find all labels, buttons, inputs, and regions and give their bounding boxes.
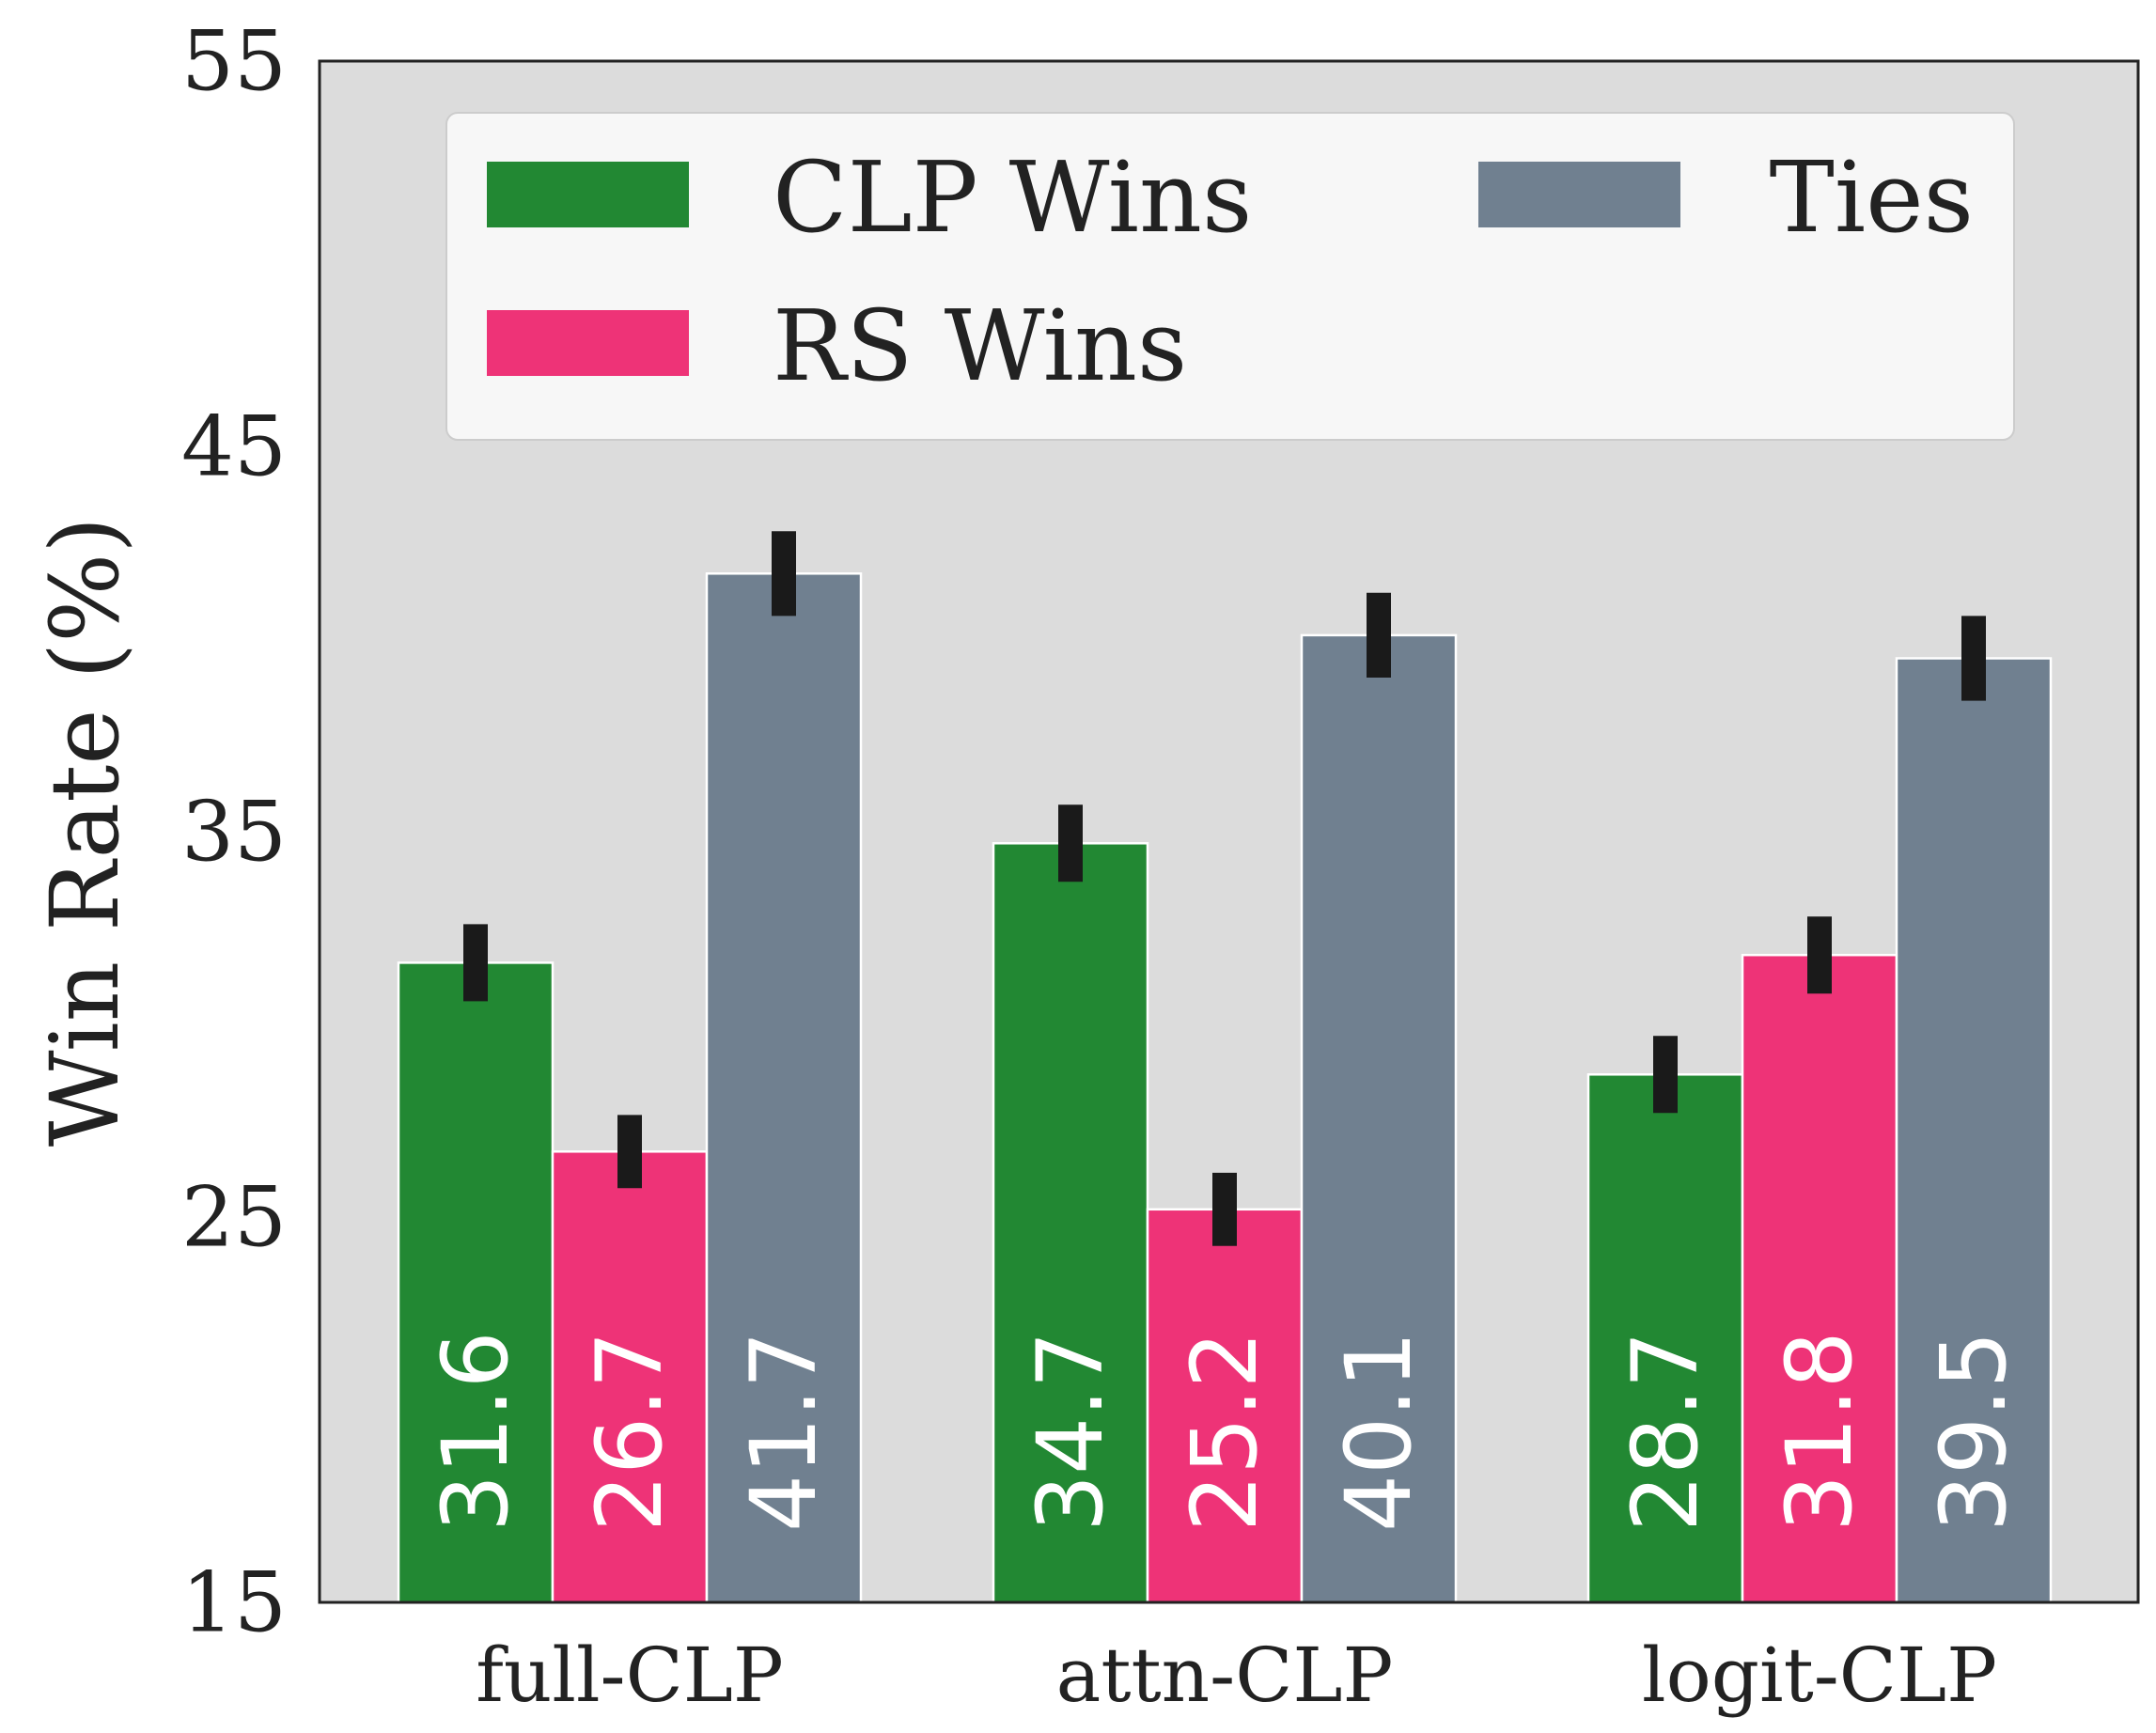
legend-label-clp-wins: CLP Wins: [773, 140, 1252, 255]
legend: CLP Wins RS Wins Ties: [445, 112, 2015, 441]
value-label-ties-attn-clp: 40.1: [1326, 1331, 1431, 1532]
y-axis-label: Win Rate (%): [30, 517, 140, 1148]
x-tick-label-logit-clp: logit-CLP: [1642, 1632, 1997, 1719]
legend-swatch-rs-wins: [487, 310, 689, 376]
bar-ties-full-clp: [705, 572, 863, 1604]
x-tick-label-full-clp: full-CLP: [476, 1632, 784, 1719]
y-tick-label-55: 55: [181, 13, 287, 110]
legend-swatch-ties: [1478, 162, 1680, 227]
value-label-ties-logit-clp: 39.5: [1921, 1331, 2026, 1532]
value-label-rs-wins-full-clp: 26.7: [577, 1331, 682, 1532]
value-label-rs-wins-logit-clp: 31.8: [1767, 1331, 1872, 1532]
bar-rs-wins-logit-clp: [1741, 953, 1898, 1604]
bars-group: [397, 572, 2053, 1604]
bar-clp-wins-logit-clp: [1586, 1073, 1744, 1604]
bar-ties-logit-clp: [1895, 657, 2053, 1604]
plot-frame: [318, 59, 2140, 1604]
value-label-clp-wins-logit-clp: 28.7: [1613, 1331, 1718, 1532]
error-bars-group: [463, 531, 1986, 1246]
x-axis-ticks: full-CLP attn-CLP logit-CLP: [476, 1632, 1997, 1719]
bar-clp-wins-full-clp: [397, 961, 555, 1604]
x-tick-label-attn-clp: attn-CLP: [1056, 1632, 1394, 1719]
y-tick-label-45: 45: [181, 398, 287, 495]
y-tick-label-35: 35: [181, 784, 287, 881]
bar-clp-wins-attn-clp: [992, 842, 1149, 1604]
legend-label-ties: Ties: [1769, 140, 1974, 255]
legend-label-rs-wins: RS Wins: [773, 289, 1187, 403]
y-tick-label-15: 15: [181, 1554, 287, 1651]
y-axis-ticks: 15 25 35 45 55: [181, 13, 287, 1651]
value-label-rs-wins-attn-clp: 25.2: [1172, 1331, 1277, 1532]
value-label-clp-wins-full-clp: 31.6: [423, 1331, 528, 1532]
value-label-clp-wins-attn-clp: 34.7: [1018, 1331, 1123, 1532]
legend-swatch-clp-wins: [487, 162, 689, 227]
value-label-ties-full-clp: 41.7: [731, 1331, 836, 1532]
value-labels-group: 31.6 26.7 41.7 34.7 25.2 40.1 28.7 31.8 39.5: [423, 1331, 2026, 1532]
y-tick-label-25: 25: [181, 1169, 287, 1266]
